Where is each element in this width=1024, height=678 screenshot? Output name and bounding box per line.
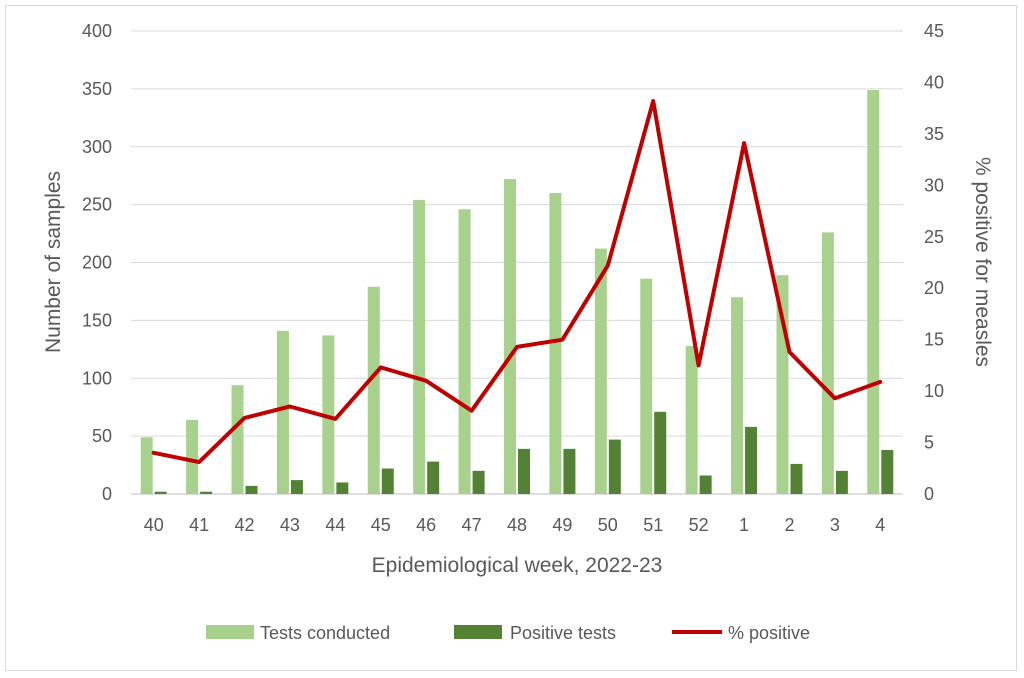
y-tick-label: 400 — [82, 21, 112, 41]
y2-tick-label: 20 — [924, 278, 944, 298]
y-axis-title: Number of samples — [42, 171, 65, 353]
bar-positive-tests — [654, 411, 667, 494]
y-tick-label: 0 — [102, 484, 112, 504]
y2-tick-label: 35 — [924, 124, 944, 144]
legend-swatch-tests-conducted — [206, 625, 254, 639]
bar-tests-conducted — [640, 278, 653, 494]
bar-positive-tests — [200, 491, 213, 494]
y2-tick-label: 30 — [924, 175, 944, 195]
x-tick-label: 46 — [416, 515, 436, 535]
x-tick-label: 50 — [598, 515, 618, 535]
bar-tests-conducted — [276, 330, 289, 494]
x-tick-label: 47 — [462, 515, 482, 535]
bar-positive-tests — [563, 448, 576, 494]
bar-tests-conducted — [458, 209, 471, 494]
y-tick-label: 250 — [82, 195, 112, 215]
x-axis-title: Epidemiological week, 2022-23 — [372, 554, 663, 577]
x-tick-label: 45 — [371, 515, 391, 535]
y2-tick-label: 0 — [924, 484, 934, 504]
bar-positive-tests — [699, 475, 712, 494]
x-tick-label: 1 — [739, 515, 749, 535]
x-tick-label: 52 — [689, 515, 709, 535]
bar-positive-tests — [336, 482, 349, 494]
bar-positive-tests — [290, 480, 303, 494]
legend-label-positive-tests: Positive tests — [510, 623, 616, 643]
x-tick-label: 41 — [189, 515, 209, 535]
y2-tick-label: 25 — [924, 227, 944, 247]
bar-positive-tests — [381, 468, 394, 494]
x-tick-label: 2 — [784, 515, 794, 535]
bar-tests-conducted — [685, 345, 698, 494]
bar-tests-conducted — [549, 193, 562, 495]
bar-positive-tests — [245, 485, 258, 494]
line-percent-positive — [151, 99, 883, 465]
bar-tests-conducted — [594, 248, 607, 494]
legend: Tests conducted Positive tests % positiv… — [206, 623, 810, 643]
bar-positive-tests — [427, 461, 440, 494]
y-tick-label: 50 — [92, 426, 112, 446]
tick-labels: 0501001502002503003504000510152025303540… — [82, 21, 944, 535]
y2-tick-label: 5 — [924, 433, 934, 453]
gridlines — [131, 30, 903, 495]
bar-positive-tests — [154, 491, 167, 494]
y-tick-label: 300 — [82, 137, 112, 157]
percent-line — [151, 99, 883, 465]
bar-tests-conducted — [367, 286, 380, 494]
bar-positive-tests — [881, 450, 894, 494]
x-tick-label: 4 — [875, 515, 885, 535]
x-tick-label: 51 — [643, 515, 663, 535]
bar-tests-conducted — [186, 419, 199, 494]
legend-label-percent-positive: % positive — [728, 623, 810, 643]
x-tick-label: 42 — [235, 515, 255, 535]
bar-tests-conducted — [413, 199, 426, 494]
bar-positive-tests — [790, 463, 803, 494]
bar-positive-tests — [835, 470, 848, 494]
legend-swatch-positive-tests — [454, 625, 502, 639]
bar-tests-conducted — [140, 437, 153, 494]
y2-tick-label: 45 — [924, 21, 944, 41]
y2-axis-title: % positive for measles — [971, 157, 994, 367]
x-tick-label: 3 — [830, 515, 840, 535]
x-tick-label: 49 — [552, 515, 572, 535]
bar-positive-tests — [472, 470, 485, 494]
x-tick-label: 44 — [325, 515, 345, 535]
y-tick-label: 150 — [82, 310, 112, 330]
bar-tests-conducted — [731, 297, 744, 494]
y-tick-label: 350 — [82, 79, 112, 99]
x-tick-label: 40 — [144, 515, 164, 535]
bar-tests-conducted — [504, 179, 516, 494]
x-tick-label: 48 — [507, 515, 527, 535]
x-tick-label: 43 — [280, 515, 300, 535]
y2-tick-label: 40 — [924, 72, 944, 92]
bar-positive-tests — [608, 439, 621, 494]
bar-tests-conducted — [821, 232, 834, 494]
bar-positive-tests — [745, 426, 758, 494]
y-tick-label: 100 — [82, 368, 112, 388]
bar-tests-conducted — [322, 335, 335, 494]
bar-positive-tests — [518, 448, 530, 494]
bars — [140, 90, 894, 495]
bar-tests-conducted — [867, 90, 880, 494]
bar-tests-conducted — [231, 385, 244, 494]
y2-tick-label: 10 — [924, 381, 944, 401]
y-tick-label: 200 — [82, 253, 112, 273]
legend-label-tests-conducted: Tests conducted — [260, 623, 390, 643]
y2-tick-label: 15 — [924, 330, 944, 350]
